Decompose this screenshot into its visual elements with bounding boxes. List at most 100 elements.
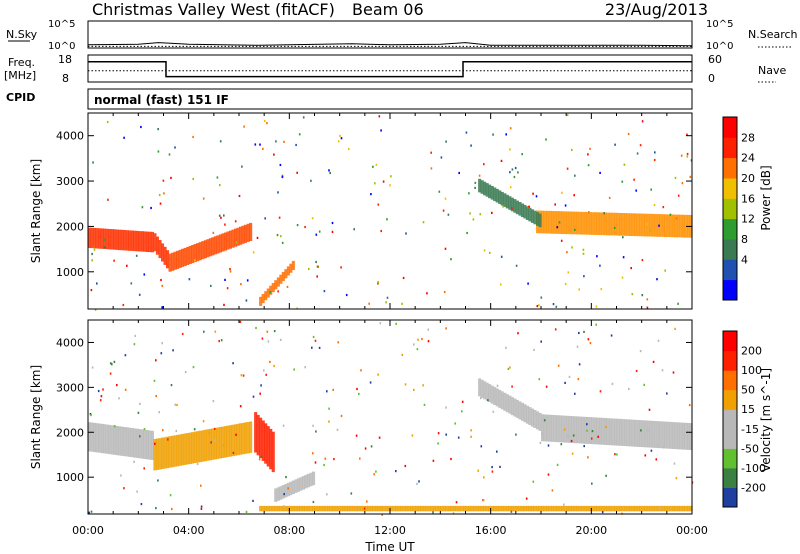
- scatter-cell-5: [558, 415, 562, 443]
- nave-tick-top: 60: [708, 53, 722, 66]
- scatter-cell-4: [634, 213, 638, 237]
- scatter-cell-3: [312, 471, 316, 486]
- scatter-cell-4: [493, 387, 497, 405]
- scatter-cell-2: [193, 244, 197, 263]
- scatter-cell-0: [90, 227, 94, 249]
- scatter-cell-0: [105, 424, 109, 454]
- scatter-point: [379, 322, 382, 325]
- scatter-point: [239, 405, 242, 408]
- scatter-point: [374, 182, 376, 185]
- scatter-cell-5: [624, 419, 628, 447]
- scatter-cell-6: [528, 505, 532, 512]
- scatter-cell-5: [661, 421, 665, 449]
- scatter-point: [432, 459, 435, 462]
- scatter-cell-6: [520, 505, 524, 512]
- scatter-cell-0: [118, 426, 122, 456]
- scatter-cell-6: [606, 505, 610, 512]
- scatter-cell-1: [166, 436, 170, 469]
- scatter-point: [123, 136, 125, 139]
- scatter-cell-6: [286, 505, 290, 512]
- scatter-cell-3: [309, 472, 313, 487]
- scatter-point: [133, 343, 136, 346]
- scatter-point: [552, 303, 555, 306]
- scatter-cell-6: [488, 505, 492, 512]
- scatter-point: [574, 174, 576, 177]
- scatter-cell-4: [538, 412, 542, 431]
- scatter-point: [312, 500, 315, 504]
- scatter-point: [246, 279, 249, 282]
- scatter-point: [340, 266, 342, 269]
- velocity-panel: 1000 2000 3000 4000 Slant Range [km] 200 100…: [29, 319, 773, 516]
- scatter-cell-0: [103, 424, 107, 454]
- scatter-point: [605, 425, 607, 429]
- scatter-point: [328, 169, 330, 172]
- scatter-cell-0: [140, 429, 144, 459]
- power-data-layer: [88, 113, 693, 311]
- scatter-point: [622, 256, 625, 259]
- colorbar-tick-label: 15: [741, 403, 755, 416]
- scatter-cell-6: [460, 505, 464, 512]
- scatter-point: [647, 429, 649, 432]
- scatter-cell-4: [606, 212, 610, 236]
- scatter-cell-5: [513, 199, 517, 213]
- y-tick-label: 1000: [56, 266, 84, 279]
- scatter-point: [143, 428, 146, 431]
- scatter-cell-6: [324, 505, 328, 512]
- scatter-point: [413, 343, 415, 346]
- x-tick-label: 16:00: [475, 524, 507, 537]
- scatter-point: [507, 367, 510, 370]
- scatter-cell-4: [548, 210, 552, 234]
- scatter-point: [91, 252, 93, 256]
- scatter-point: [283, 505, 285, 508]
- scatter-cell-5: [561, 415, 565, 443]
- scatter-point: [103, 246, 106, 249]
- scatter-cell-0: [113, 229, 117, 250]
- scatter-point: [169, 494, 172, 497]
- scatter-cell-3: [269, 285, 273, 295]
- scatter-point: [515, 264, 518, 267]
- scatter-point: [564, 381, 566, 384]
- scatter-cell-1: [226, 425, 230, 457]
- scatter-cell-6: [586, 505, 590, 512]
- scatter-point: [184, 371, 187, 374]
- scatter-point: [192, 366, 195, 369]
- scatter-point: [181, 332, 184, 336]
- scatter-cell-6: [382, 505, 386, 512]
- scatter-point: [229, 268, 231, 271]
- scatter-cell-4: [601, 212, 605, 236]
- scatter-point: [395, 322, 397, 325]
- scatter-cell-3: [296, 478, 300, 492]
- scatter-cell-1: [198, 430, 202, 463]
- scatter-cell-5: [671, 422, 675, 449]
- scatter-point: [496, 450, 498, 453]
- nave-label: Nave: [758, 64, 786, 77]
- colorbar-tick-label: 16: [741, 192, 755, 205]
- scatter-point: [124, 388, 127, 391]
- scatter-cell-4: [671, 214, 675, 238]
- scatter-cell-6: [468, 505, 472, 512]
- scatter-cell-4: [503, 392, 507, 411]
- x-tick-label: 08:00: [273, 524, 305, 537]
- scatter-point: [564, 204, 567, 207]
- scatter-cell-6: [619, 505, 623, 512]
- colorbar-swatch: [723, 157, 737, 179]
- scatter-point: [109, 372, 112, 375]
- scatter-point: [611, 382, 614, 385]
- scatter-point: [372, 165, 374, 168]
- scatter-point: [402, 276, 405, 280]
- scatter-cell-2: [171, 252, 175, 271]
- scatter-point: [663, 446, 665, 449]
- scatter-point: [275, 140, 277, 143]
- scatter-cell-5: [669, 421, 673, 449]
- scatter-point: [326, 493, 328, 496]
- scatter-cell-6: [593, 505, 597, 512]
- scatter-point: [576, 345, 579, 348]
- scatter-point: [595, 305, 598, 308]
- scatter-point: [135, 254, 138, 257]
- y-tick-label: 2000: [56, 426, 84, 439]
- scatter-point: [385, 301, 387, 304]
- scatter-cell-0: [128, 230, 132, 251]
- scatter-cell-6: [372, 505, 376, 512]
- scatter-point: [555, 305, 558, 308]
- scatter-point: [628, 387, 630, 390]
